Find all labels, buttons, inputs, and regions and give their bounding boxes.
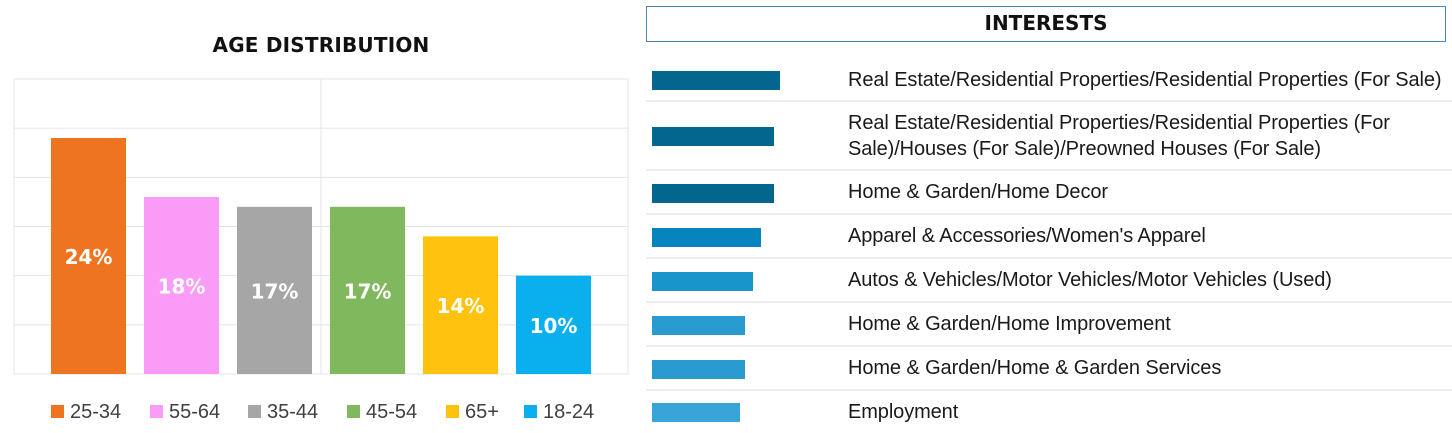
age-chart-plot: 24% 18% 17% 17% 14% 10% 25-34 55-64 35-44 45-54 65… [13, 78, 629, 423]
legend-label: 65+ [465, 401, 499, 423]
legend-label: 25-34 [70, 401, 121, 423]
interest-row: Employment [646, 389, 1452, 433]
legend-label: 18-24 [543, 401, 594, 423]
data-label: 17% [251, 279, 299, 303]
interest-row: Home & Garden/Home Improvement [646, 301, 1452, 346]
interest-row: Home & Garden/Home Decor [646, 169, 1452, 214]
interest-bar [652, 271, 753, 291]
row-separator [646, 257, 1452, 259]
legend-swatch [347, 405, 360, 418]
interests-panel: INTERESTS Real Estate/Residential Proper… [646, 0, 1452, 433]
bar-18-24 [516, 275, 591, 374]
legend-swatch [150, 405, 163, 418]
data-label: 14% [437, 294, 485, 318]
interest-label: Home & Garden/Home Improvement [848, 313, 1171, 335]
bar-55-64 [144, 197, 219, 374]
legend-label: 55-64 [169, 401, 220, 423]
interest-bar [652, 359, 745, 379]
legend-label: 35-44 [267, 401, 318, 423]
interest-bar [652, 227, 761, 247]
interest-label: Employment [848, 400, 959, 423]
legend-label: 45-54 [366, 401, 417, 423]
legend-swatch [248, 405, 261, 418]
legend-swatch [524, 405, 537, 418]
legend-swatch [446, 405, 459, 418]
data-label: 17% [344, 279, 392, 303]
bar-45-54 [330, 206, 405, 374]
age-distribution-chart: AGE DISTRIBUTION 24% 18% 17% 17% 14% 10% 25-34… [0, 0, 640, 433]
interest-row: Home & Garden/Home & Garden Services [646, 345, 1452, 390]
row-separator [646, 345, 1452, 347]
interest-label: Home & Garden/Home Decor [848, 181, 1108, 203]
row-separator [646, 301, 1452, 303]
age-chart-title: AGE DISTRIBUTION [212, 33, 430, 57]
interest-row: Real Estate/Residential Properties/Resid… [646, 100, 1452, 170]
row-separator [646, 169, 1452, 171]
interests-title: INTERESTS [646, 6, 1446, 42]
legend-swatch [51, 405, 64, 418]
interest-bar [652, 183, 774, 203]
data-label: 24% [65, 245, 113, 269]
row-separator [646, 100, 1452, 102]
interest-bar [652, 403, 740, 422]
bar-35-44 [237, 206, 312, 374]
interest-bar [652, 71, 780, 90]
bar-65+ [423, 236, 498, 374]
interest-label: Real Estate/Residential Properties/Resid… [848, 68, 1442, 91]
interest-bar [652, 127, 774, 146]
row-separator [646, 213, 1452, 215]
interest-label: Real Estate/Residential Properties/Resid… [848, 111, 1390, 160]
interest-label: Autos & Vehicles/Motor Vehicles/Motor Ve… [848, 269, 1332, 291]
data-label: 18% [158, 275, 206, 299]
data-label: 10% [530, 314, 578, 338]
interest-label: Home & Garden/Home & Garden Services [848, 357, 1222, 379]
interest-row: Apparel & Accessories/Women's Apparel [646, 213, 1452, 258]
interest-bar [652, 315, 745, 335]
interest-row: Autos & Vehicles/Motor Vehicles/Motor Ve… [646, 257, 1452, 302]
bar-25-34 [51, 138, 126, 374]
row-separator [646, 389, 1452, 391]
interest-label: Apparel & Accessories/Women's Apparel [848, 225, 1206, 247]
interest-row: Real Estate/Residential Properties/Resid… [646, 58, 1452, 101]
